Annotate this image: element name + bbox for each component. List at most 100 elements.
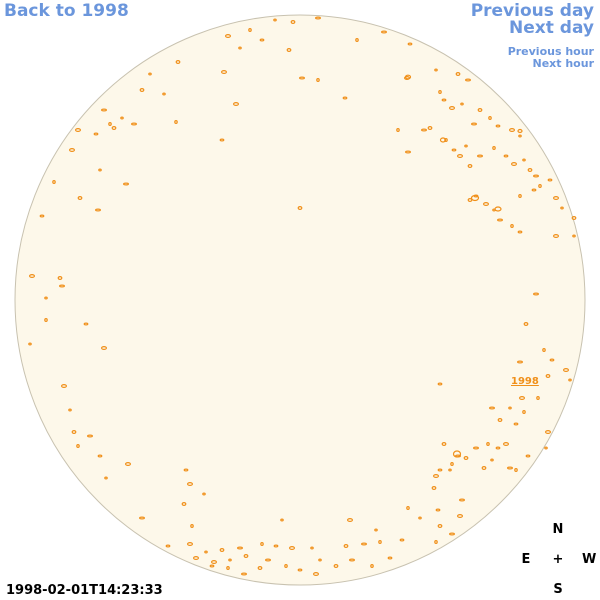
- contour-mark: [437, 382, 443, 386]
- contour-loop: [494, 206, 502, 212]
- contour-mark: [260, 541, 264, 546]
- contour-mark: [187, 541, 194, 546]
- contour-mark: [257, 565, 263, 570]
- previous-hour-link[interactable]: Previous hour: [507, 45, 594, 58]
- contour-mark: [457, 154, 464, 159]
- contour-mark: [318, 558, 322, 562]
- contour-mark: [437, 523, 443, 528]
- contour-mark: [508, 406, 512, 410]
- previous-day-link[interactable]: Previous day: [470, 1, 594, 21]
- contour-mark: [131, 122, 138, 126]
- contour-mark: [316, 77, 320, 82]
- contour-mark: [431, 486, 437, 491]
- contour-mark: [460, 102, 464, 106]
- contour-mark: [516, 360, 523, 364]
- contour-mark: [532, 174, 539, 178]
- contour-mark: [74, 128, 81, 133]
- contour-mark: [349, 558, 356, 562]
- contour-mark: [193, 555, 200, 560]
- contour-mark: [552, 234, 559, 239]
- contour-mark: [187, 482, 194, 487]
- contour-mark: [315, 16, 322, 20]
- contour-mark: [98, 168, 102, 172]
- contour-mark: [183, 468, 189, 472]
- contour-mark: [450, 462, 454, 467]
- contour-mark: [477, 154, 484, 158]
- contour-mark: [503, 442, 510, 447]
- contour-mark: [522, 410, 526, 415]
- contour-mark: [237, 546, 244, 550]
- solar-disk: [14, 14, 586, 586]
- contour-mark: [378, 539, 382, 544]
- next-day-link[interactable]: Next day: [509, 18, 594, 38]
- contour-mark: [486, 442, 490, 447]
- contour-mark: [441, 98, 447, 102]
- contour-mark: [509, 128, 516, 133]
- contour-mark: [60, 384, 67, 389]
- contour-mark: [471, 122, 478, 126]
- contour-mark: [226, 565, 230, 570]
- contour-mark: [71, 430, 77, 435]
- contour-mark: [219, 138, 225, 142]
- contour-mark: [190, 523, 194, 528]
- contour-mark: [108, 121, 112, 126]
- contour-mark: [297, 568, 303, 572]
- contour-mark: [100, 346, 107, 351]
- contour-mark: [513, 422, 519, 426]
- contour-mark: [481, 466, 487, 471]
- contour-mark: [28, 342, 32, 346]
- contour-mark: [259, 38, 265, 42]
- contour-mark: [39, 214, 45, 218]
- contour-mark: [399, 538, 405, 542]
- contour-mark: [562, 368, 569, 373]
- compass-east: E: [521, 552, 531, 567]
- contour-mark: [455, 71, 461, 76]
- magnetic-contours: [28, 16, 577, 576]
- contour-mark: [552, 196, 559, 201]
- contour-mark: [544, 446, 548, 450]
- contour-mark: [532, 292, 539, 296]
- contour-mark: [518, 396, 525, 401]
- next-hour-link[interactable]: Next hour: [532, 57, 595, 70]
- contour-mark: [355, 37, 359, 42]
- contour-mark: [545, 374, 551, 379]
- contour-mark: [489, 406, 496, 410]
- contour-mark: [44, 296, 48, 300]
- region-label-link[interactable]: 1998: [511, 376, 539, 387]
- contour-mark: [286, 47, 292, 52]
- contour-mark: [202, 492, 206, 496]
- contour-mark: [313, 571, 320, 576]
- contour-mark: [343, 543, 349, 548]
- contour-mark: [406, 506, 410, 511]
- contour-mark: [273, 544, 279, 548]
- contour-mark: [418, 516, 422, 520]
- contour-mark: [162, 92, 166, 96]
- contour-mark: [342, 96, 348, 100]
- contour-mark: [148, 72, 152, 76]
- contour-mark: [181, 502, 187, 507]
- contour-mark: [571, 216, 577, 221]
- contour-mark: [510, 224, 514, 229]
- contour-mark: [97, 454, 103, 458]
- contour-mark: [299, 76, 306, 80]
- contour-mark: [219, 547, 225, 552]
- contour-mark: [396, 128, 400, 133]
- contour-mark: [457, 513, 464, 518]
- contour-mark: [522, 158, 526, 162]
- contour-mark: [290, 20, 296, 25]
- contour-mark: [248, 28, 252, 33]
- contour-loop: [470, 194, 480, 202]
- contour-mark: [124, 462, 131, 467]
- contour-mark: [243, 553, 249, 558]
- contour-mark: [280, 518, 284, 522]
- back-to-year-link[interactable]: Back to 1998: [4, 1, 129, 21]
- contour-mark: [93, 132, 99, 136]
- contour-mark: [444, 138, 448, 143]
- contour-mark: [165, 544, 171, 548]
- contour-mark: [547, 178, 553, 182]
- contour-mark: [284, 563, 288, 568]
- contour-mark: [387, 556, 393, 560]
- contour-loop: [517, 128, 523, 134]
- contour-mark: [139, 87, 145, 92]
